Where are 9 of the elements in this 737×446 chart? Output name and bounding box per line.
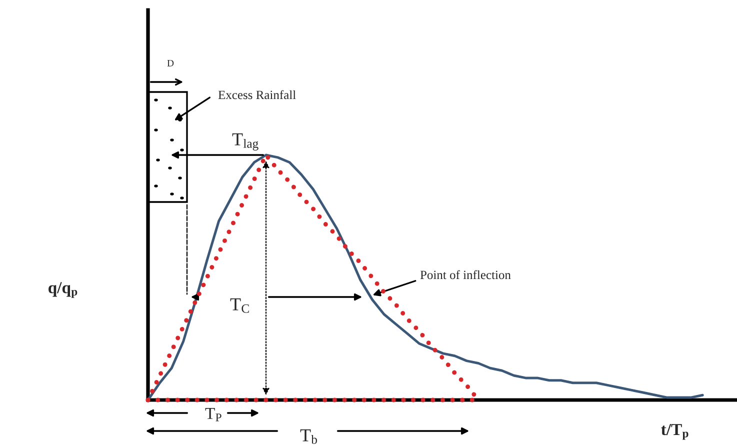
- annotation: T$_{C}$: [230, 298, 249, 313]
- text: T$_{P}$: [205, 408, 222, 422]
- text: D: [167, 60, 174, 66]
- text: T$_{lag}$: [232, 133, 258, 150]
- y-axis-title: q/q$_{p}$: [48, 282, 78, 298]
- x-axis-title: t/T$_{p}$: [661, 424, 688, 440]
- annotation: Point of inflection: [420, 270, 511, 280]
- text: T$_{b}$: [300, 429, 318, 444]
- text: Excess Rainfall: [218, 90, 296, 100]
